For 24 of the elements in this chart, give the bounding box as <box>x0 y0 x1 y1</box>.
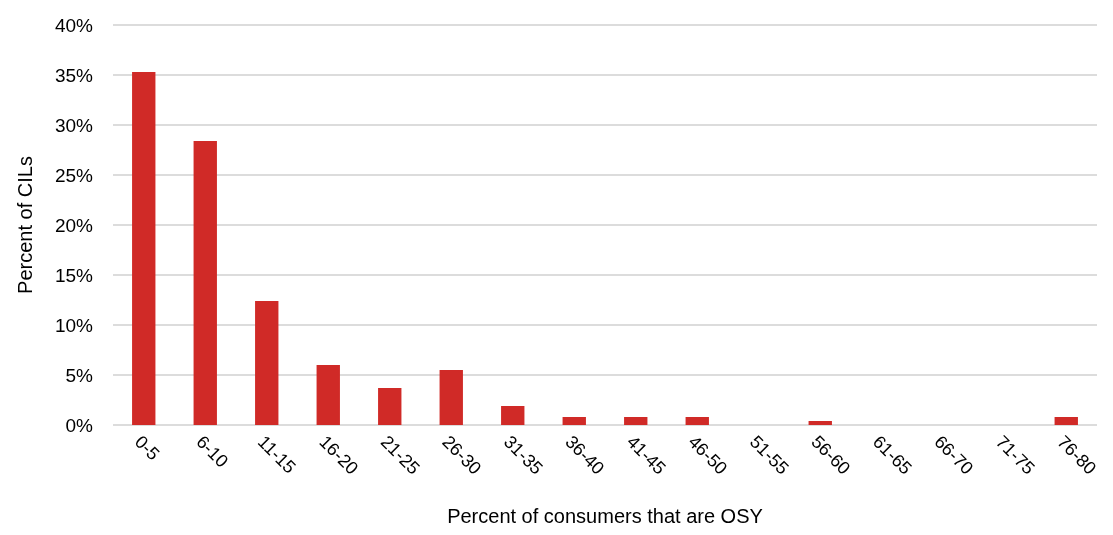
y-tick-label: 20% <box>54 214 94 236</box>
y-tick-label: 25% <box>54 164 94 186</box>
bar <box>685 417 709 425</box>
y-tick-label: 35% <box>54 64 94 86</box>
bar <box>562 417 586 425</box>
bar <box>808 421 832 425</box>
bar <box>316 365 340 425</box>
bar <box>439 370 463 425</box>
bar <box>624 417 648 425</box>
y-tick-label: 5% <box>65 364 94 386</box>
y-tick-label: 10% <box>54 314 94 336</box>
bar <box>501 406 525 425</box>
y-tick-label: 0% <box>65 414 94 436</box>
y-tick-label: 15% <box>54 264 94 286</box>
y-axis-title: Percent of CILs <box>14 156 36 294</box>
y-tick-label: 40% <box>54 14 94 36</box>
bar <box>132 72 156 425</box>
bar <box>378 388 402 425</box>
x-tick-label: 0-5 <box>130 431 164 465</box>
bar <box>193 141 217 425</box>
x-axis-title: Percent of consumers that are OSY <box>447 505 763 527</box>
y-tick-label: 30% <box>54 114 94 136</box>
bar <box>1054 417 1078 425</box>
bar <box>255 301 279 425</box>
